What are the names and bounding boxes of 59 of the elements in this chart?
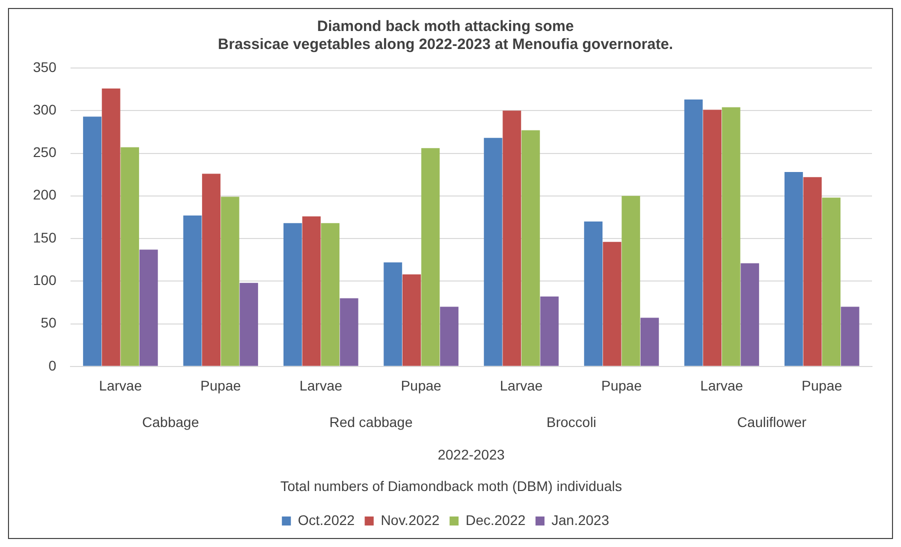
bar bbox=[640, 318, 659, 366]
bar bbox=[484, 138, 502, 366]
bar bbox=[340, 298, 358, 366]
bar bbox=[684, 100, 703, 366]
bar bbox=[421, 148, 440, 366]
x-tick-label: Pupae bbox=[200, 378, 242, 394]
bar bbox=[283, 223, 302, 366]
bar bbox=[540, 296, 559, 366]
bar bbox=[440, 306, 458, 366]
text: Cabbage bbox=[142, 414, 200, 430]
bar bbox=[740, 263, 760, 366]
bar bbox=[240, 282, 258, 366]
text: Cauliflower bbox=[737, 414, 807, 430]
bar bbox=[83, 116, 102, 366]
y-tick-label: 150 bbox=[33, 229, 57, 246]
bar bbox=[139, 250, 158, 366]
y-tick-label: 50 bbox=[40, 314, 57, 331]
x-tick-label: Pupae bbox=[601, 378, 642, 394]
text: Red cabbage bbox=[329, 414, 413, 430]
bar bbox=[784, 172, 803, 366]
bar bbox=[102, 88, 120, 366]
y-tick-label: 100 bbox=[33, 272, 57, 288]
bar bbox=[822, 198, 840, 366]
legend-label: Jan.2023 bbox=[552, 512, 610, 528]
x-tick-label: Larvae bbox=[299, 378, 342, 394]
text: Total numbers of Diamondback moth (DBM) individuals bbox=[280, 478, 622, 494]
legend-label: Nov.2022 bbox=[380, 512, 440, 528]
y-tick-label: 300 bbox=[33, 101, 57, 118]
bar bbox=[302, 216, 321, 366]
y-tick-label: 350 bbox=[33, 58, 57, 75]
x-axis-title: 2022-2023 bbox=[438, 446, 505, 462]
bar bbox=[220, 196, 240, 366]
bar bbox=[622, 196, 640, 366]
bar bbox=[584, 221, 603, 366]
y-tick-label: 200 bbox=[33, 186, 57, 203]
x-tick-label: Larvae bbox=[700, 378, 744, 394]
x-tick-label: Pupae bbox=[802, 378, 842, 394]
bar bbox=[120, 147, 140, 366]
bar bbox=[602, 242, 622, 366]
y-tick-label: 0 bbox=[48, 357, 57, 374]
legend-label: Dec.2022 bbox=[466, 512, 526, 528]
bar bbox=[803, 177, 822, 366]
bar bbox=[502, 110, 522, 366]
bar bbox=[402, 274, 421, 366]
bar bbox=[840, 306, 860, 366]
x-tick-label: Pupae bbox=[400, 378, 442, 394]
bar bbox=[183, 215, 202, 366]
x-tick-label: Larvae bbox=[99, 378, 142, 394]
bar bbox=[703, 110, 722, 366]
chart-title: Diamond back moth attacking some Brassicae vegetables along 2022-2023 at Menoufia governorate. bbox=[218, 18, 674, 54]
x-tick-label: Larvae bbox=[500, 378, 543, 394]
y-tick-label: 250 bbox=[33, 144, 57, 160]
bar bbox=[384, 262, 402, 366]
bar bbox=[521, 130, 540, 366]
text: Broccoli bbox=[546, 414, 596, 430]
bar bbox=[722, 107, 740, 366]
bar bbox=[202, 174, 220, 366]
bar bbox=[321, 223, 340, 366]
legend-label: Oct.2022 bbox=[298, 512, 355, 528]
